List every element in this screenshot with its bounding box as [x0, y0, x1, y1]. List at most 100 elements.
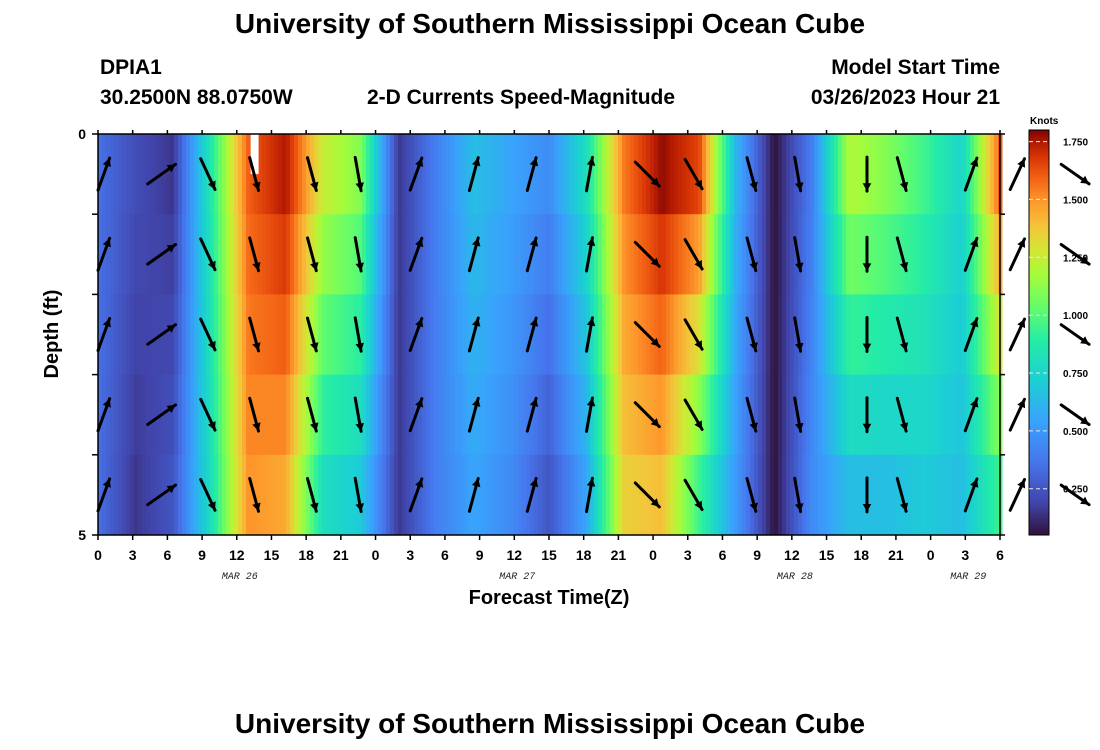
heatmap-cell — [198, 294, 203, 376]
heatmap-cell — [706, 374, 711, 456]
heatmap-cell — [714, 454, 719, 536]
current-arrow — [683, 157, 704, 191]
heatmap-cell — [486, 214, 491, 295]
heatmap-cell — [902, 214, 907, 295]
heatmap-cell — [234, 134, 239, 215]
heatmap-cell — [238, 134, 243, 215]
heatmap-cell — [874, 454, 879, 536]
heatmap-cell — [418, 214, 423, 295]
heatmap-cell — [218, 454, 223, 536]
heatmap-cell — [138, 134, 143, 215]
heatmap-cell — [402, 454, 407, 536]
heatmap-cell — [642, 214, 647, 295]
heatmap-cell — [774, 214, 779, 295]
heatmap-cell — [338, 134, 343, 215]
heatmap-cell — [250, 134, 255, 215]
heatmap-cell — [170, 214, 175, 295]
heatmap-cell — [934, 294, 939, 376]
heatmap-cell — [694, 294, 699, 376]
heatmap-cell — [438, 454, 443, 536]
heatmap-cell — [742, 214, 747, 295]
heatmap-cell — [494, 214, 499, 295]
heatmap-cell — [294, 374, 299, 456]
heatmap-cell — [618, 454, 623, 536]
heatmap-cell — [126, 294, 131, 376]
current-arrow — [96, 317, 112, 352]
heatmap-cell — [98, 134, 103, 215]
heatmap-cell — [154, 454, 159, 536]
heatmap-cell — [494, 134, 499, 215]
heatmap-cell — [674, 134, 679, 215]
heatmap-cell — [222, 454, 227, 536]
heatmap-cell — [902, 294, 907, 376]
heatmap-cell — [766, 374, 771, 456]
x-tick-label: 18 — [853, 547, 869, 563]
heatmap-cell — [634, 134, 639, 215]
heatmap-cell — [706, 214, 711, 295]
heatmap-cell — [902, 454, 907, 536]
heatmap-cell — [210, 294, 215, 376]
heatmap-cell — [658, 134, 663, 215]
heatmap-cell — [818, 374, 823, 456]
heatmap-cell — [286, 374, 291, 456]
heatmap-cell — [726, 294, 731, 376]
heatmap-cell — [266, 374, 271, 456]
heatmap-cell — [918, 294, 923, 376]
heatmap-cell — [286, 134, 291, 215]
heatmap-cell — [346, 294, 351, 376]
heatmap-cell — [374, 454, 379, 536]
heatmap-cell — [506, 294, 511, 376]
heatmap-cell — [270, 294, 275, 376]
current-arrow — [683, 398, 704, 431]
heatmap-cell — [246, 214, 251, 295]
heatmap-cell — [770, 374, 775, 456]
current-arrow — [408, 477, 424, 513]
current-arrow — [408, 156, 424, 192]
heatmap-cell — [902, 374, 907, 456]
y-tick-label: 5 — [78, 527, 86, 543]
heatmap-cell — [942, 374, 947, 456]
heatmap-cell — [946, 294, 951, 376]
current-arrow — [633, 481, 661, 509]
heatmap-cell — [994, 134, 999, 215]
heatmap-cell — [894, 134, 899, 215]
heatmap-cell — [598, 454, 603, 536]
heatmap-cell — [194, 374, 199, 456]
heatmap-cell — [170, 294, 175, 376]
heatmap-cell — [990, 374, 995, 456]
heatmap-cell — [994, 374, 999, 456]
current-arrow — [146, 403, 177, 426]
heatmap-cell — [662, 454, 667, 536]
heatmap-cell — [254, 214, 259, 295]
heatmap-cell — [562, 454, 567, 536]
heatmap-cell — [122, 454, 127, 536]
heatmap-cell — [526, 374, 531, 456]
heatmap-cell — [358, 374, 363, 456]
heatmap-cell — [982, 134, 987, 215]
heatmap-cell — [742, 374, 747, 456]
current-arrow — [353, 396, 364, 433]
x-tick-label: 6 — [441, 547, 449, 563]
heatmap-cell — [502, 374, 507, 456]
heatmap-cell — [138, 214, 143, 295]
heatmap-cell — [174, 294, 179, 376]
heatmap-cell — [858, 134, 863, 215]
heatmap-cell — [146, 294, 151, 376]
heatmap-cell — [426, 374, 431, 456]
heatmap-cell — [582, 294, 587, 376]
heatmap-cell — [814, 454, 819, 536]
heatmap-cell — [370, 374, 375, 456]
heatmap-cell — [234, 294, 239, 376]
heatmap-cell — [678, 134, 683, 215]
heatmap-cell — [282, 454, 287, 536]
heatmap-cell — [394, 294, 399, 376]
heatmap-cell — [290, 374, 295, 456]
heatmap-cell — [934, 454, 939, 536]
heatmap-cell — [642, 454, 647, 536]
heatmap-cell — [438, 374, 443, 456]
heatmap-cell — [570, 374, 575, 456]
heatmap-cell — [618, 374, 623, 456]
heatmap-cell — [398, 454, 403, 536]
heatmap-cell — [542, 134, 547, 215]
heatmap-cell — [178, 374, 183, 456]
